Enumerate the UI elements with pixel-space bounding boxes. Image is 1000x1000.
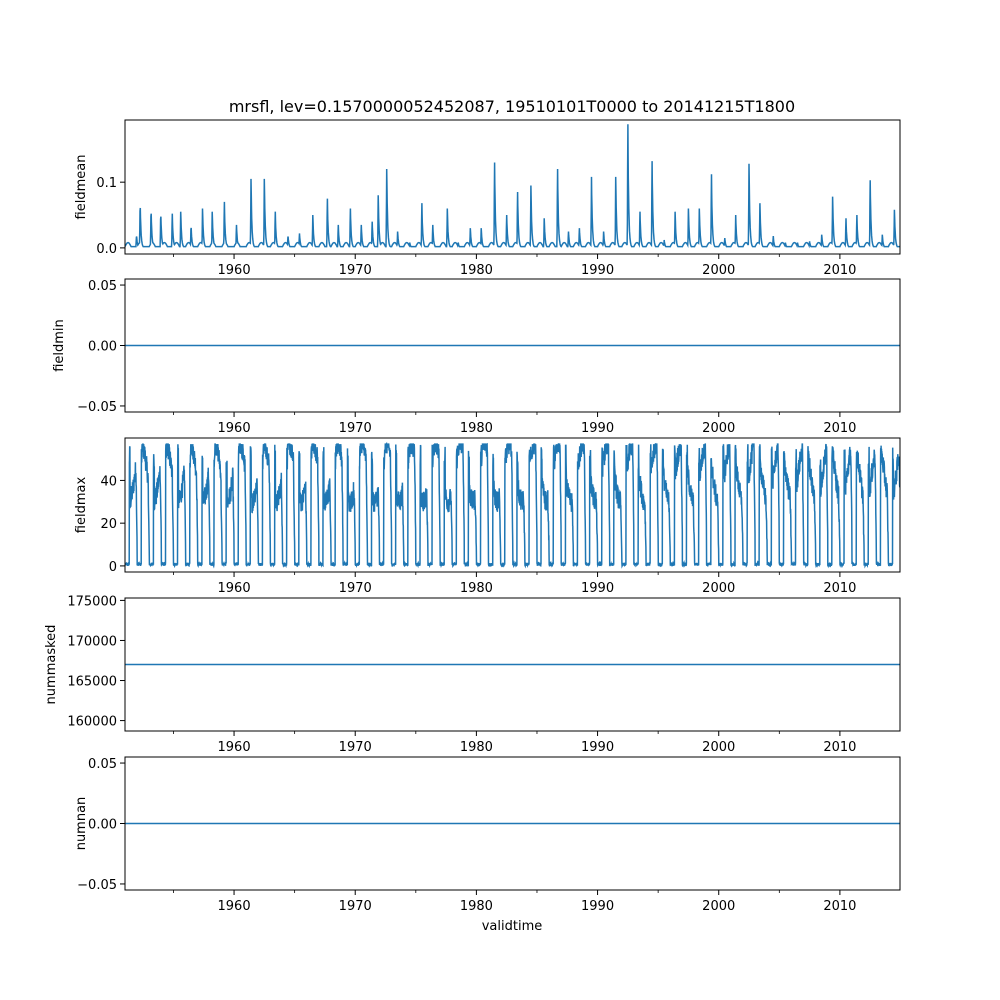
x-tick-label: 2000 — [702, 581, 735, 596]
subplots: 1960 1970 1980 1990 2000 20100.00.1fieldmean1… — [44, 119, 901, 914]
axes-frame — [124, 597, 901, 732]
x-tick-label: 2010 — [823, 899, 856, 914]
y-tick-label: −0.05 — [77, 878, 117, 893]
y-tick-label: 20 — [100, 517, 117, 532]
x-tick-label: 1980 — [460, 899, 493, 914]
chart-title: mrsfl, lev=0.1570000052452087, 19510101T… — [229, 97, 795, 116]
series-line-fieldmax — [125, 441, 900, 569]
y-tick-label: 0 — [109, 560, 117, 575]
x-tick-label: 2000 — [702, 740, 735, 755]
x-tick-label: 1980 — [460, 740, 493, 755]
y-tick-label: 0.0 — [96, 242, 117, 257]
x-tick-label: 1980 — [460, 581, 493, 596]
y-tick-label: 160000 — [67, 715, 117, 730]
y-tick-label: 0.05 — [88, 757, 117, 772]
subplot-fieldmean: 1960 1970 1980 1990 2000 2010 0.0 0.1 fieldmean — [74, 119, 901, 278]
x-tick-label: 1990 — [581, 421, 614, 436]
x-tick-label: 1970 — [339, 263, 372, 278]
subplot-nummasked: 1960 1970 1980 1990 2000 2010 160000 165000 1700… — [44, 594, 901, 755]
y-tick-label: 0.00 — [88, 340, 117, 355]
x-tick-label: 1980 — [460, 421, 493, 436]
y-tick-label: 0.00 — [88, 818, 117, 833]
x-tick-label: 1990 — [581, 899, 614, 914]
y-tick-label: −0.05 — [77, 400, 117, 415]
x-tick-label: 2010 — [823, 421, 856, 436]
x-tick-label: 1970 — [339, 581, 372, 596]
x-tick-label: 1970 — [339, 899, 372, 914]
x-tick-label: 2000 — [702, 421, 735, 436]
x-tick-label: 2000 — [702, 263, 735, 278]
y-axis-label: fieldmin — [52, 319, 67, 372]
y-tick-label: 165000 — [67, 675, 117, 690]
x-tick-label: 1960 — [218, 581, 251, 596]
x-tick-label: 2010 — [823, 263, 856, 278]
y-axis-label: nummasked — [44, 625, 59, 705]
series-line-fieldmean — [125, 124, 900, 249]
y-axis-label: fieldmax — [74, 477, 89, 534]
x-tick-label: 1960 — [218, 899, 251, 914]
subplot-fieldmin: 1960 1970 1980 1990 2000 2010 −0.05 0.00 0.05 fie… — [52, 278, 901, 436]
y-axis-label: fieldmean — [74, 155, 89, 220]
y-axis-label: numnan — [74, 797, 89, 851]
x-tick-label: 1990 — [581, 740, 614, 755]
x-tick-label: 1960 — [218, 421, 251, 436]
axes-frame — [124, 437, 901, 573]
x-tick-label: 2000 — [702, 899, 735, 914]
x-tick-label: 2010 — [823, 740, 856, 755]
axes-frame — [124, 119, 901, 255]
y-tick-label: 40 — [100, 474, 117, 489]
x-tick-label: 1960 — [218, 740, 251, 755]
y-tick-label: 170000 — [67, 634, 117, 649]
y-tick-label: 0.1 — [96, 176, 117, 191]
x-tick-label: 1990 — [581, 581, 614, 596]
x-tick-label: 1980 — [460, 263, 493, 278]
x-tick-label: 1990 — [581, 263, 614, 278]
x-axis-label: validtime — [482, 919, 543, 934]
x-tick-label: 1970 — [339, 421, 372, 436]
subplot-fieldmax: 1960 1970 1980 1990 2000 2010 0 20 40 fieldmax — [74, 437, 901, 596]
y-tick-label: 175000 — [67, 594, 117, 609]
subplot-numnan: 1960 1970 1980 1990 2000 2010 −0.05 0.00 0.05 num… — [74, 756, 901, 914]
x-tick-label: 1970 — [339, 740, 372, 755]
x-tick-label: 1960 — [218, 263, 251, 278]
x-tick-label: 2010 — [823, 581, 856, 596]
y-tick-label: 0.05 — [88, 279, 117, 294]
